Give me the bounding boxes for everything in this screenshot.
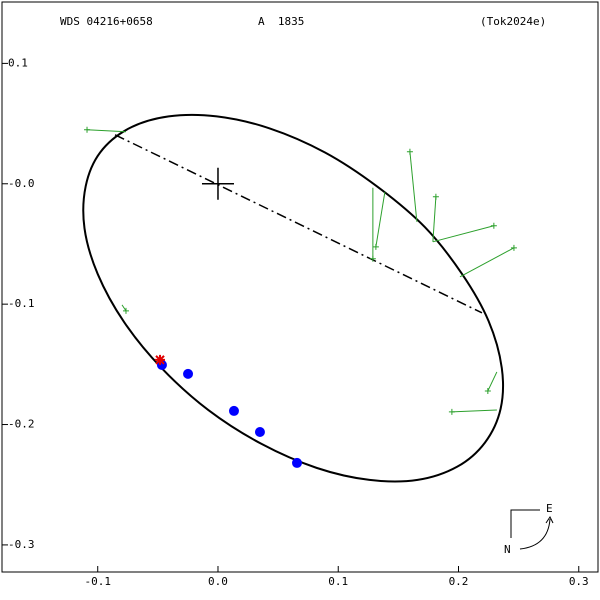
observation	[432, 193, 439, 200]
x-tick-label: 0.3	[569, 575, 589, 588]
x-tick-label: 0.0	[208, 575, 228, 588]
y-tick-label: -0.1	[8, 297, 35, 310]
line-of-nodes	[114, 134, 483, 314]
residual-line	[459, 247, 515, 278]
observation	[448, 408, 455, 415]
header-center: A 1835	[258, 15, 304, 28]
compass-east: E	[546, 502, 553, 515]
compass: E N	[504, 502, 554, 556]
plot-frame	[1, 1, 599, 573]
y-tick-label: -0.3	[8, 538, 35, 551]
y-tick-label: -0.2	[8, 418, 35, 431]
residual-line	[432, 225, 494, 243]
observation	[510, 244, 517, 251]
x-tick-label: -0.1	[84, 575, 111, 588]
observation	[484, 387, 491, 394]
y-tick-label: 0.1	[8, 56, 28, 69]
residual-line	[432, 196, 437, 242]
header-left: WDS 04216+0658	[60, 15, 153, 28]
x-tick-label: 0.2	[449, 575, 469, 588]
observation	[84, 126, 91, 133]
observation	[183, 368, 194, 379]
residual-line	[409, 151, 418, 222]
observation	[254, 426, 265, 437]
residual-line	[375, 191, 386, 247]
observation	[406, 148, 413, 155]
observation	[228, 405, 239, 416]
observation	[291, 457, 302, 468]
compass-axes	[510, 509, 540, 538]
compass-arrowhead	[545, 516, 554, 524]
observation	[155, 354, 166, 365]
primary-star	[201, 167, 234, 200]
header-right: (Tok2024e)	[480, 15, 546, 28]
residual-line	[451, 409, 497, 413]
residual-line	[121, 304, 127, 312]
orbit	[82, 113, 505, 483]
residual-line	[487, 371, 498, 392]
compass-arrow	[519, 518, 551, 550]
y-tick-label: -0.0	[8, 177, 35, 190]
x-tick-label: 0.1	[328, 575, 348, 588]
observation	[369, 255, 376, 262]
observation	[372, 243, 379, 250]
observation	[490, 222, 497, 229]
observation	[122, 307, 129, 314]
compass-north: N	[504, 543, 511, 556]
residual-line	[86, 129, 127, 133]
